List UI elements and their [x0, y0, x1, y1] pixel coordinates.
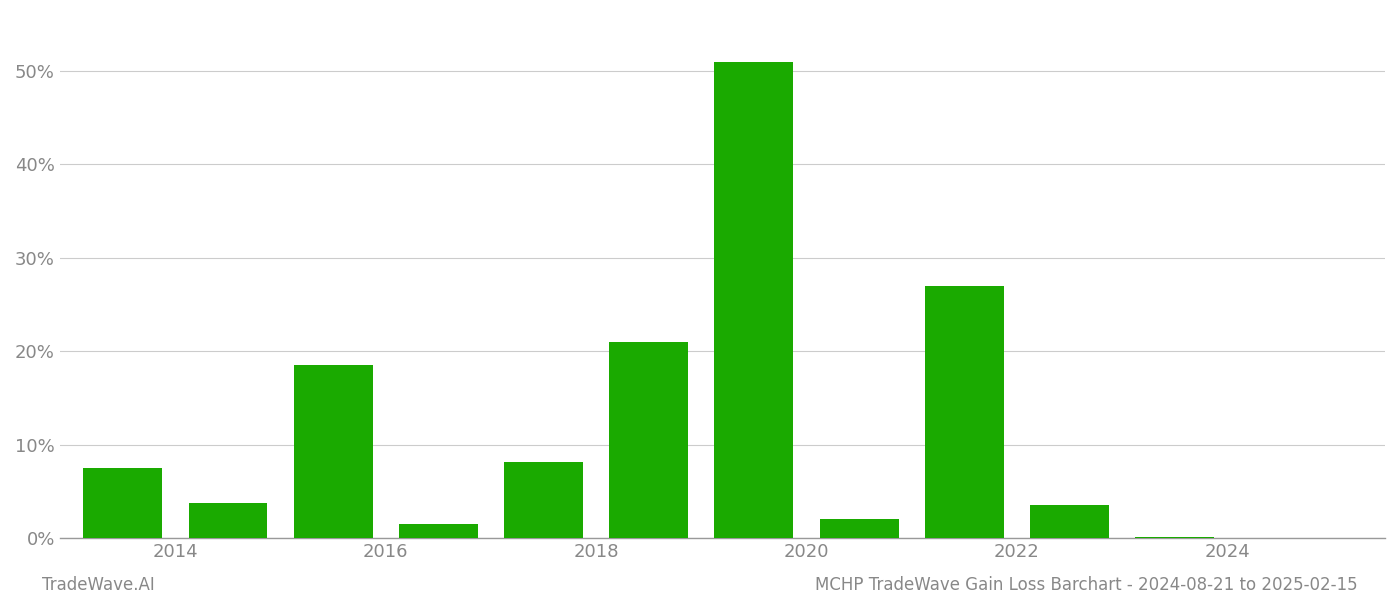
Bar: [399, 524, 477, 538]
Bar: [84, 468, 162, 538]
Text: TradeWave.AI: TradeWave.AI: [42, 576, 155, 594]
Bar: [714, 62, 794, 538]
Bar: [609, 342, 689, 538]
Bar: [504, 461, 582, 538]
Bar: [819, 520, 899, 538]
Bar: [925, 286, 1004, 538]
Bar: [1135, 537, 1214, 538]
Bar: [189, 503, 267, 538]
Text: MCHP TradeWave Gain Loss Barchart - 2024-08-21 to 2025-02-15: MCHP TradeWave Gain Loss Barchart - 2024…: [815, 576, 1358, 594]
Bar: [1030, 505, 1109, 538]
Bar: [294, 365, 372, 538]
